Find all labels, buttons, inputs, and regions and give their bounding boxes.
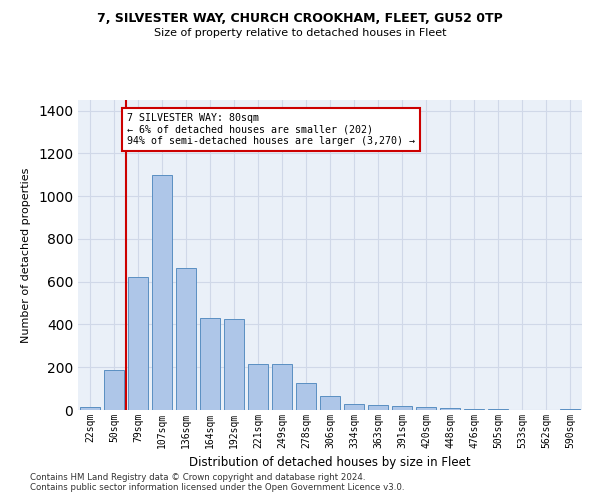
- Bar: [272, 364, 292, 410]
- Bar: [224, 319, 244, 410]
- Bar: [464, 409, 484, 410]
- Text: 7 SILVESTER WAY: 80sqm
← 6% of detached houses are smaller (202)
94% of semi-det: 7 SILVESTER WAY: 80sqm ← 6% of detached …: [127, 113, 415, 146]
- Bar: [80, 407, 100, 410]
- Bar: [104, 370, 124, 410]
- Bar: [128, 278, 148, 410]
- Bar: [416, 408, 436, 410]
- Y-axis label: Number of detached properties: Number of detached properties: [21, 168, 31, 342]
- Bar: [200, 318, 220, 410]
- Bar: [344, 404, 364, 410]
- Text: Contains HM Land Registry data © Crown copyright and database right 2024.: Contains HM Land Registry data © Crown c…: [30, 474, 365, 482]
- Bar: [320, 396, 340, 410]
- Bar: [248, 364, 268, 410]
- Bar: [152, 175, 172, 410]
- Text: Contains public sector information licensed under the Open Government Licence v3: Contains public sector information licen…: [30, 484, 404, 492]
- Bar: [392, 406, 412, 410]
- Bar: [440, 408, 460, 410]
- Bar: [368, 404, 388, 410]
- Bar: [296, 384, 316, 410]
- Text: 7, SILVESTER WAY, CHURCH CROOKHAM, FLEET, GU52 0TP: 7, SILVESTER WAY, CHURCH CROOKHAM, FLEET…: [97, 12, 503, 26]
- Text: Size of property relative to detached houses in Fleet: Size of property relative to detached ho…: [154, 28, 446, 38]
- X-axis label: Distribution of detached houses by size in Fleet: Distribution of detached houses by size …: [189, 456, 471, 469]
- Bar: [176, 268, 196, 410]
